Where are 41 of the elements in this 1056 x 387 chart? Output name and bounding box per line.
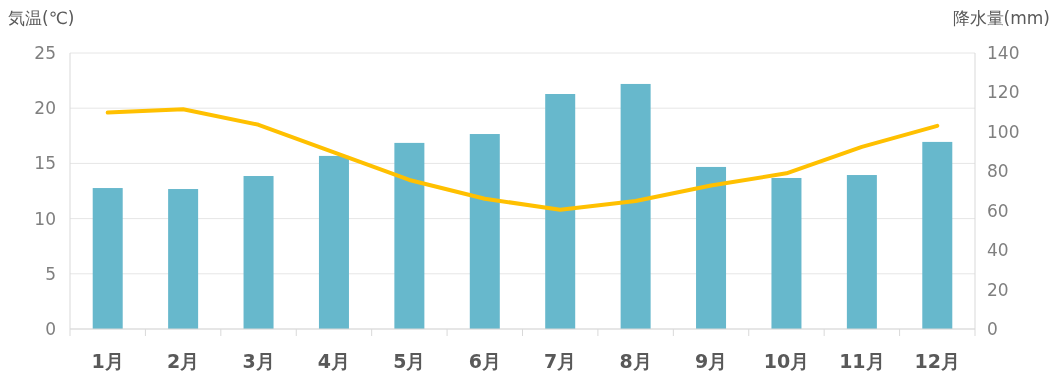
- bar: [545, 94, 576, 329]
- x-tick-label: 11月: [839, 350, 885, 372]
- y2-tick-label: 60: [987, 200, 1009, 221]
- y2-tick-label: 80: [987, 161, 1009, 182]
- y2-tick-label: 0: [987, 319, 998, 339]
- y-axis-title: 気温(℃): [8, 8, 75, 28]
- line-series: [105, 107, 940, 212]
- x-tick-label: 1月: [91, 350, 124, 372]
- bar: [168, 189, 199, 329]
- bar: [243, 176, 274, 329]
- bar: [92, 188, 123, 329]
- y2-tick-label: 40: [987, 240, 1009, 261]
- bar: [771, 177, 802, 329]
- bar: [394, 142, 425, 329]
- x-tick-label: 9月: [694, 350, 728, 372]
- y-tick-label: 20: [34, 98, 56, 119]
- x-tick-label: 10月: [763, 350, 810, 372]
- y-tick-label: 25: [34, 43, 56, 63]
- bar: [846, 175, 877, 329]
- x-tick-label: 5月: [393, 350, 426, 372]
- x-tick-label: 4月: [317, 350, 351, 372]
- bar: [318, 155, 349, 329]
- y-tick-label: 10: [34, 208, 56, 229]
- y2-axis-title: 降水量(mm): [952, 8, 1050, 28]
- y2-tick-label: 120: [987, 82, 1020, 103]
- x-tick-label: 3月: [242, 350, 275, 372]
- bar: [620, 83, 651, 329]
- y2-tick-label: 100: [987, 121, 1020, 142]
- x-tick-label: 8月: [619, 350, 652, 372]
- bar: [922, 141, 953, 329]
- x-tick-label: 7月: [544, 350, 577, 372]
- y-tick-label: 15: [34, 153, 56, 174]
- y-tick-label: 5: [45, 263, 56, 284]
- y2-tick-label: 20: [987, 279, 1009, 300]
- x-tick-label: 12月: [914, 350, 961, 372]
- x-tick-label: 2月: [167, 350, 200, 372]
- y-tick-label: 0: [45, 319, 56, 339]
- bar: [469, 134, 500, 329]
- y2-tick-label: 140: [987, 43, 1020, 63]
- bar: [696, 166, 727, 329]
- x-tick-label: 6月: [468, 350, 501, 372]
